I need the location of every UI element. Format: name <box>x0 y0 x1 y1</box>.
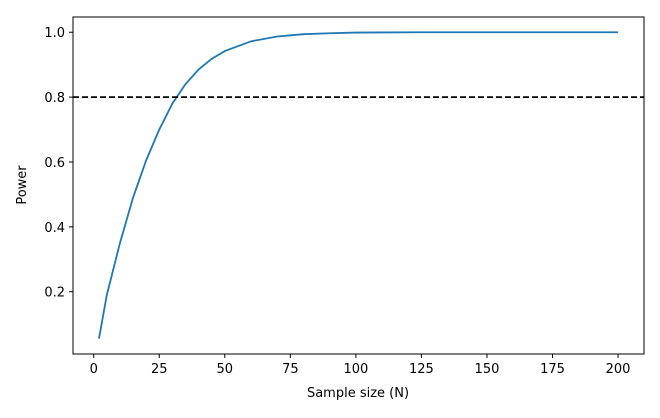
x-tick-label: 150 <box>475 362 500 377</box>
x-tick-label: 0 <box>90 362 98 377</box>
y-axis-label: Power <box>15 165 30 205</box>
x-tick-label: 200 <box>606 362 631 377</box>
line <box>98 31 619 339</box>
x-tick-label: 100 <box>343 362 368 377</box>
y-tick-label: 0.6 <box>44 156 65 171</box>
y-tick-label: 0.4 <box>44 221 65 236</box>
x-axis-label: Sample size (N) <box>307 386 409 401</box>
x-tick-label: 25 <box>151 362 168 377</box>
y-tick-label: 0.8 <box>44 91 65 106</box>
plot-frame <box>72 16 645 355</box>
x-tick-label: 125 <box>409 362 434 377</box>
x-tick-label: 50 <box>217 362 234 377</box>
y-tick-label: 1.0 <box>44 26 65 41</box>
y-tick-label: 0.2 <box>44 286 65 301</box>
x-tick-label: 175 <box>540 362 565 377</box>
x-tick-label: 75 <box>282 362 299 377</box>
